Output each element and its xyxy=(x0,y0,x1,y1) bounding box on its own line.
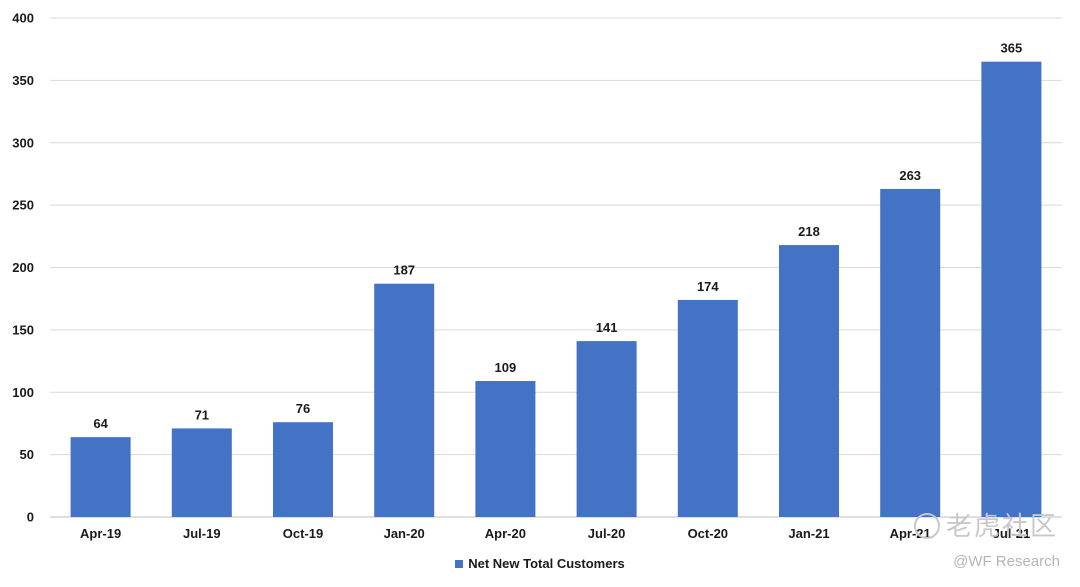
data-labels: 64 71 76 187 109 141 174 218 263 365 xyxy=(93,41,1022,431)
watermark-logo-icon xyxy=(913,513,940,539)
bar xyxy=(171,428,232,517)
watermark-logo: 老虎社区 xyxy=(913,506,1058,543)
y-tick-label: 100 xyxy=(12,385,34,400)
data-label: 174 xyxy=(697,279,719,294)
y-tick-label: 200 xyxy=(12,260,34,275)
bar xyxy=(981,61,1042,517)
bar xyxy=(70,437,131,517)
y-tick-label: 350 xyxy=(12,73,34,88)
x-tick-label: Jan-21 xyxy=(788,526,829,541)
data-label: 71 xyxy=(195,407,209,422)
watermark-credit: @WF Research xyxy=(953,553,1060,570)
bar xyxy=(273,422,333,517)
y-axis-ticks: 0 50 100 150 200 250 300 350 400 xyxy=(12,11,34,525)
legend: Net New Total Customers xyxy=(0,556,1080,571)
x-tick-label: Jul-20 xyxy=(588,526,626,541)
bar xyxy=(374,283,435,517)
bar xyxy=(677,299,738,517)
bars xyxy=(70,61,1042,518)
x-axis-ticks: Apr-19 Jul-19 Oct-19 Jan-20 Apr-20 Jul-20 Oct-… xyxy=(80,526,1030,541)
x-tick-label: Apr-19 xyxy=(80,526,121,541)
y-tick-label: 150 xyxy=(12,322,34,337)
legend-label: Net New Total Customers xyxy=(468,556,625,571)
x-tick-label: Apr-20 xyxy=(485,526,526,541)
bar xyxy=(576,341,637,517)
x-tick-label: Oct-20 xyxy=(688,526,728,541)
bar xyxy=(880,188,941,517)
data-label: 263 xyxy=(899,168,921,183)
data-label: 64 xyxy=(93,416,108,431)
data-label: 141 xyxy=(596,320,618,335)
data-label: 218 xyxy=(798,224,820,239)
bar xyxy=(475,381,536,517)
y-tick-label: 0 xyxy=(27,510,34,525)
x-tick-label: Jul-19 xyxy=(183,526,221,541)
x-tick-label: Jul-21 xyxy=(993,526,1031,541)
x-tick-label: Jan-20 xyxy=(384,526,425,541)
x-tick-label: Oct-19 xyxy=(283,526,323,541)
y-tick-label: 400 xyxy=(12,11,34,26)
y-tick-label: 300 xyxy=(12,135,34,150)
y-tick-label: 250 xyxy=(12,198,34,213)
data-label: 365 xyxy=(1001,41,1023,56)
data-label: 76 xyxy=(296,401,310,416)
y-tick-label: 50 xyxy=(20,447,34,462)
legend-swatch xyxy=(455,560,464,568)
data-label: 109 xyxy=(495,360,517,375)
watermark-logo-text: 老虎社区 xyxy=(945,511,1058,541)
data-label: 187 xyxy=(393,263,415,278)
bar xyxy=(779,245,839,518)
